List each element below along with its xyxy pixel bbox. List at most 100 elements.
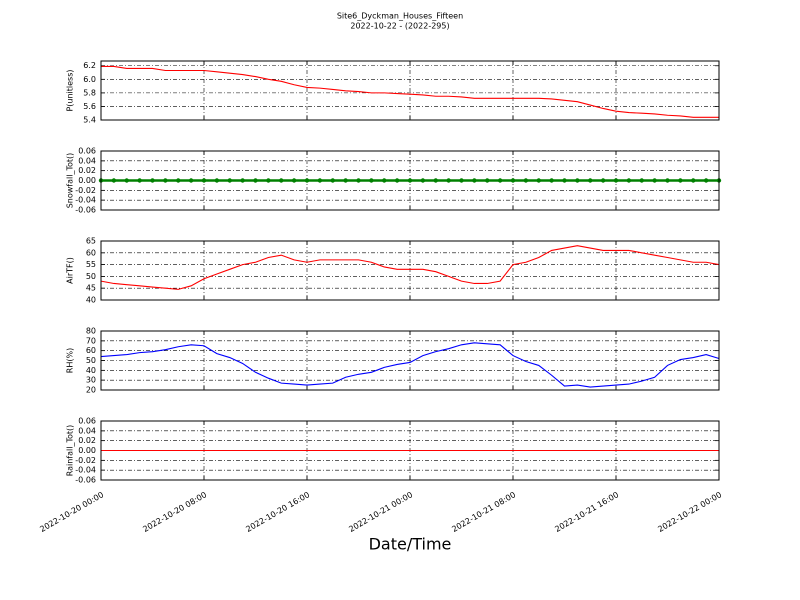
y-tick-label: 6.2 bbox=[83, 61, 96, 70]
y-tick-label: 40 bbox=[86, 366, 96, 375]
y-axis-label: AirTF() bbox=[66, 257, 75, 284]
x-tick-label: 2022-10-20 16:00 bbox=[244, 490, 311, 534]
data-point bbox=[407, 178, 413, 183]
data-point bbox=[356, 178, 361, 183]
data-point bbox=[227, 178, 232, 183]
data-point bbox=[420, 178, 426, 183]
data-point bbox=[600, 178, 606, 183]
data-point bbox=[137, 178, 142, 183]
data-point bbox=[549, 178, 554, 183]
plot-frame bbox=[100, 420, 720, 481]
chart-subtitle: 2022-10-22 - (2022-295) bbox=[350, 22, 449, 31]
data-point bbox=[691, 178, 696, 183]
y-tick-label: 0.06 bbox=[78, 147, 96, 156]
x-axis-label: Date/Time bbox=[369, 535, 452, 554]
x-tick-label: 2022-10-21 00:00 bbox=[347, 490, 414, 534]
data-point bbox=[472, 178, 477, 183]
data-point bbox=[485, 178, 490, 183]
y-tick-label: 5.4 bbox=[83, 116, 96, 125]
y-tick-label: 6.0 bbox=[83, 75, 96, 84]
data-point bbox=[459, 178, 464, 183]
y-tick-label: 0.04 bbox=[78, 156, 96, 165]
plot-frame bbox=[100, 150, 720, 211]
plot-frame bbox=[100, 240, 720, 301]
data-point bbox=[497, 178, 503, 183]
y-tick-label: 20 bbox=[86, 386, 96, 395]
y-tick-label: 80 bbox=[86, 327, 96, 336]
data-point bbox=[613, 178, 619, 183]
x-tick-label: 2022-10-21 16:00 bbox=[553, 490, 620, 534]
data-point bbox=[343, 178, 348, 183]
x-tick-label: 2022-10-21 08:00 bbox=[450, 490, 517, 534]
data-point bbox=[214, 178, 220, 183]
data-point bbox=[111, 178, 117, 183]
y-tick-label: 0.04 bbox=[78, 426, 96, 435]
data-point bbox=[575, 178, 580, 183]
data-point bbox=[201, 178, 207, 183]
data-point bbox=[703, 178, 709, 183]
data-point bbox=[433, 178, 438, 183]
data-point bbox=[588, 178, 593, 183]
plot-frame bbox=[100, 60, 720, 121]
y-tick-label: 50 bbox=[86, 272, 96, 281]
data-point bbox=[150, 178, 155, 183]
data-point bbox=[330, 178, 335, 183]
data-point bbox=[188, 178, 194, 183]
data-point bbox=[266, 178, 271, 183]
data-point bbox=[665, 178, 670, 183]
y-tick-label: -0.04 bbox=[75, 196, 96, 205]
plot-frame bbox=[100, 330, 720, 391]
y-tick-label: 50 bbox=[86, 356, 96, 365]
data-point bbox=[279, 178, 284, 183]
data-point bbox=[523, 178, 529, 183]
y-tick-label: 60 bbox=[86, 248, 96, 257]
data-point bbox=[317, 178, 323, 183]
x-tick-label: 2022-10-22 00:00 bbox=[656, 490, 723, 534]
y-tick-label: 40 bbox=[86, 296, 96, 305]
data-point bbox=[240, 178, 245, 183]
data-point bbox=[124, 178, 129, 183]
x-tick-label: 2022-10-20 08:00 bbox=[141, 490, 208, 534]
data-point bbox=[291, 178, 297, 183]
data-point bbox=[510, 178, 516, 183]
y-tick-label: 5.8 bbox=[83, 88, 96, 97]
data-point bbox=[536, 178, 541, 183]
data-point bbox=[652, 178, 657, 183]
data-line bbox=[101, 65, 719, 118]
y-tick-label: 0.00 bbox=[78, 176, 96, 185]
y-axis-label: Rainfall_Tot() bbox=[66, 425, 75, 477]
data-point bbox=[382, 178, 387, 183]
y-tick-label: 0.00 bbox=[78, 446, 96, 455]
data-point bbox=[163, 178, 168, 183]
data-line bbox=[100, 245, 720, 290]
y-axis-label: Snowfall_Tot() bbox=[66, 153, 75, 209]
data-point bbox=[369, 178, 374, 183]
y-tick-label: -0.04 bbox=[75, 466, 96, 475]
data-point bbox=[626, 178, 632, 183]
data-point bbox=[446, 178, 451, 183]
data-point bbox=[678, 178, 683, 183]
chart-title: Site6_Dyckman_Houses_Fifteen bbox=[337, 12, 463, 21]
y-tick-label: 30 bbox=[86, 376, 96, 385]
data-point bbox=[562, 178, 567, 183]
y-tick-label: 65 bbox=[86, 237, 96, 246]
data-point bbox=[304, 178, 310, 183]
data-point bbox=[253, 178, 258, 183]
data-line bbox=[100, 342, 720, 388]
y-tick-label: 0.06 bbox=[78, 417, 96, 426]
data-point bbox=[394, 178, 400, 183]
y-tick-label: -0.02 bbox=[75, 186, 96, 195]
y-tick-label: 60 bbox=[86, 346, 96, 355]
y-tick-label: 0.02 bbox=[78, 166, 96, 175]
data-point bbox=[176, 178, 181, 183]
data-point bbox=[639, 178, 644, 183]
y-axis-label: RH(%) bbox=[66, 348, 75, 373]
y-tick-label: 55 bbox=[86, 260, 96, 269]
y-tick-label: 70 bbox=[86, 336, 96, 345]
x-tick-label: 2022-10-20 00:00 bbox=[38, 490, 105, 534]
y-axis-label: P(unitless) bbox=[66, 69, 75, 111]
y-tick-label: -0.06 bbox=[75, 206, 96, 215]
y-tick-label: 0.02 bbox=[78, 436, 96, 445]
y-tick-label: 5.6 bbox=[83, 102, 96, 111]
